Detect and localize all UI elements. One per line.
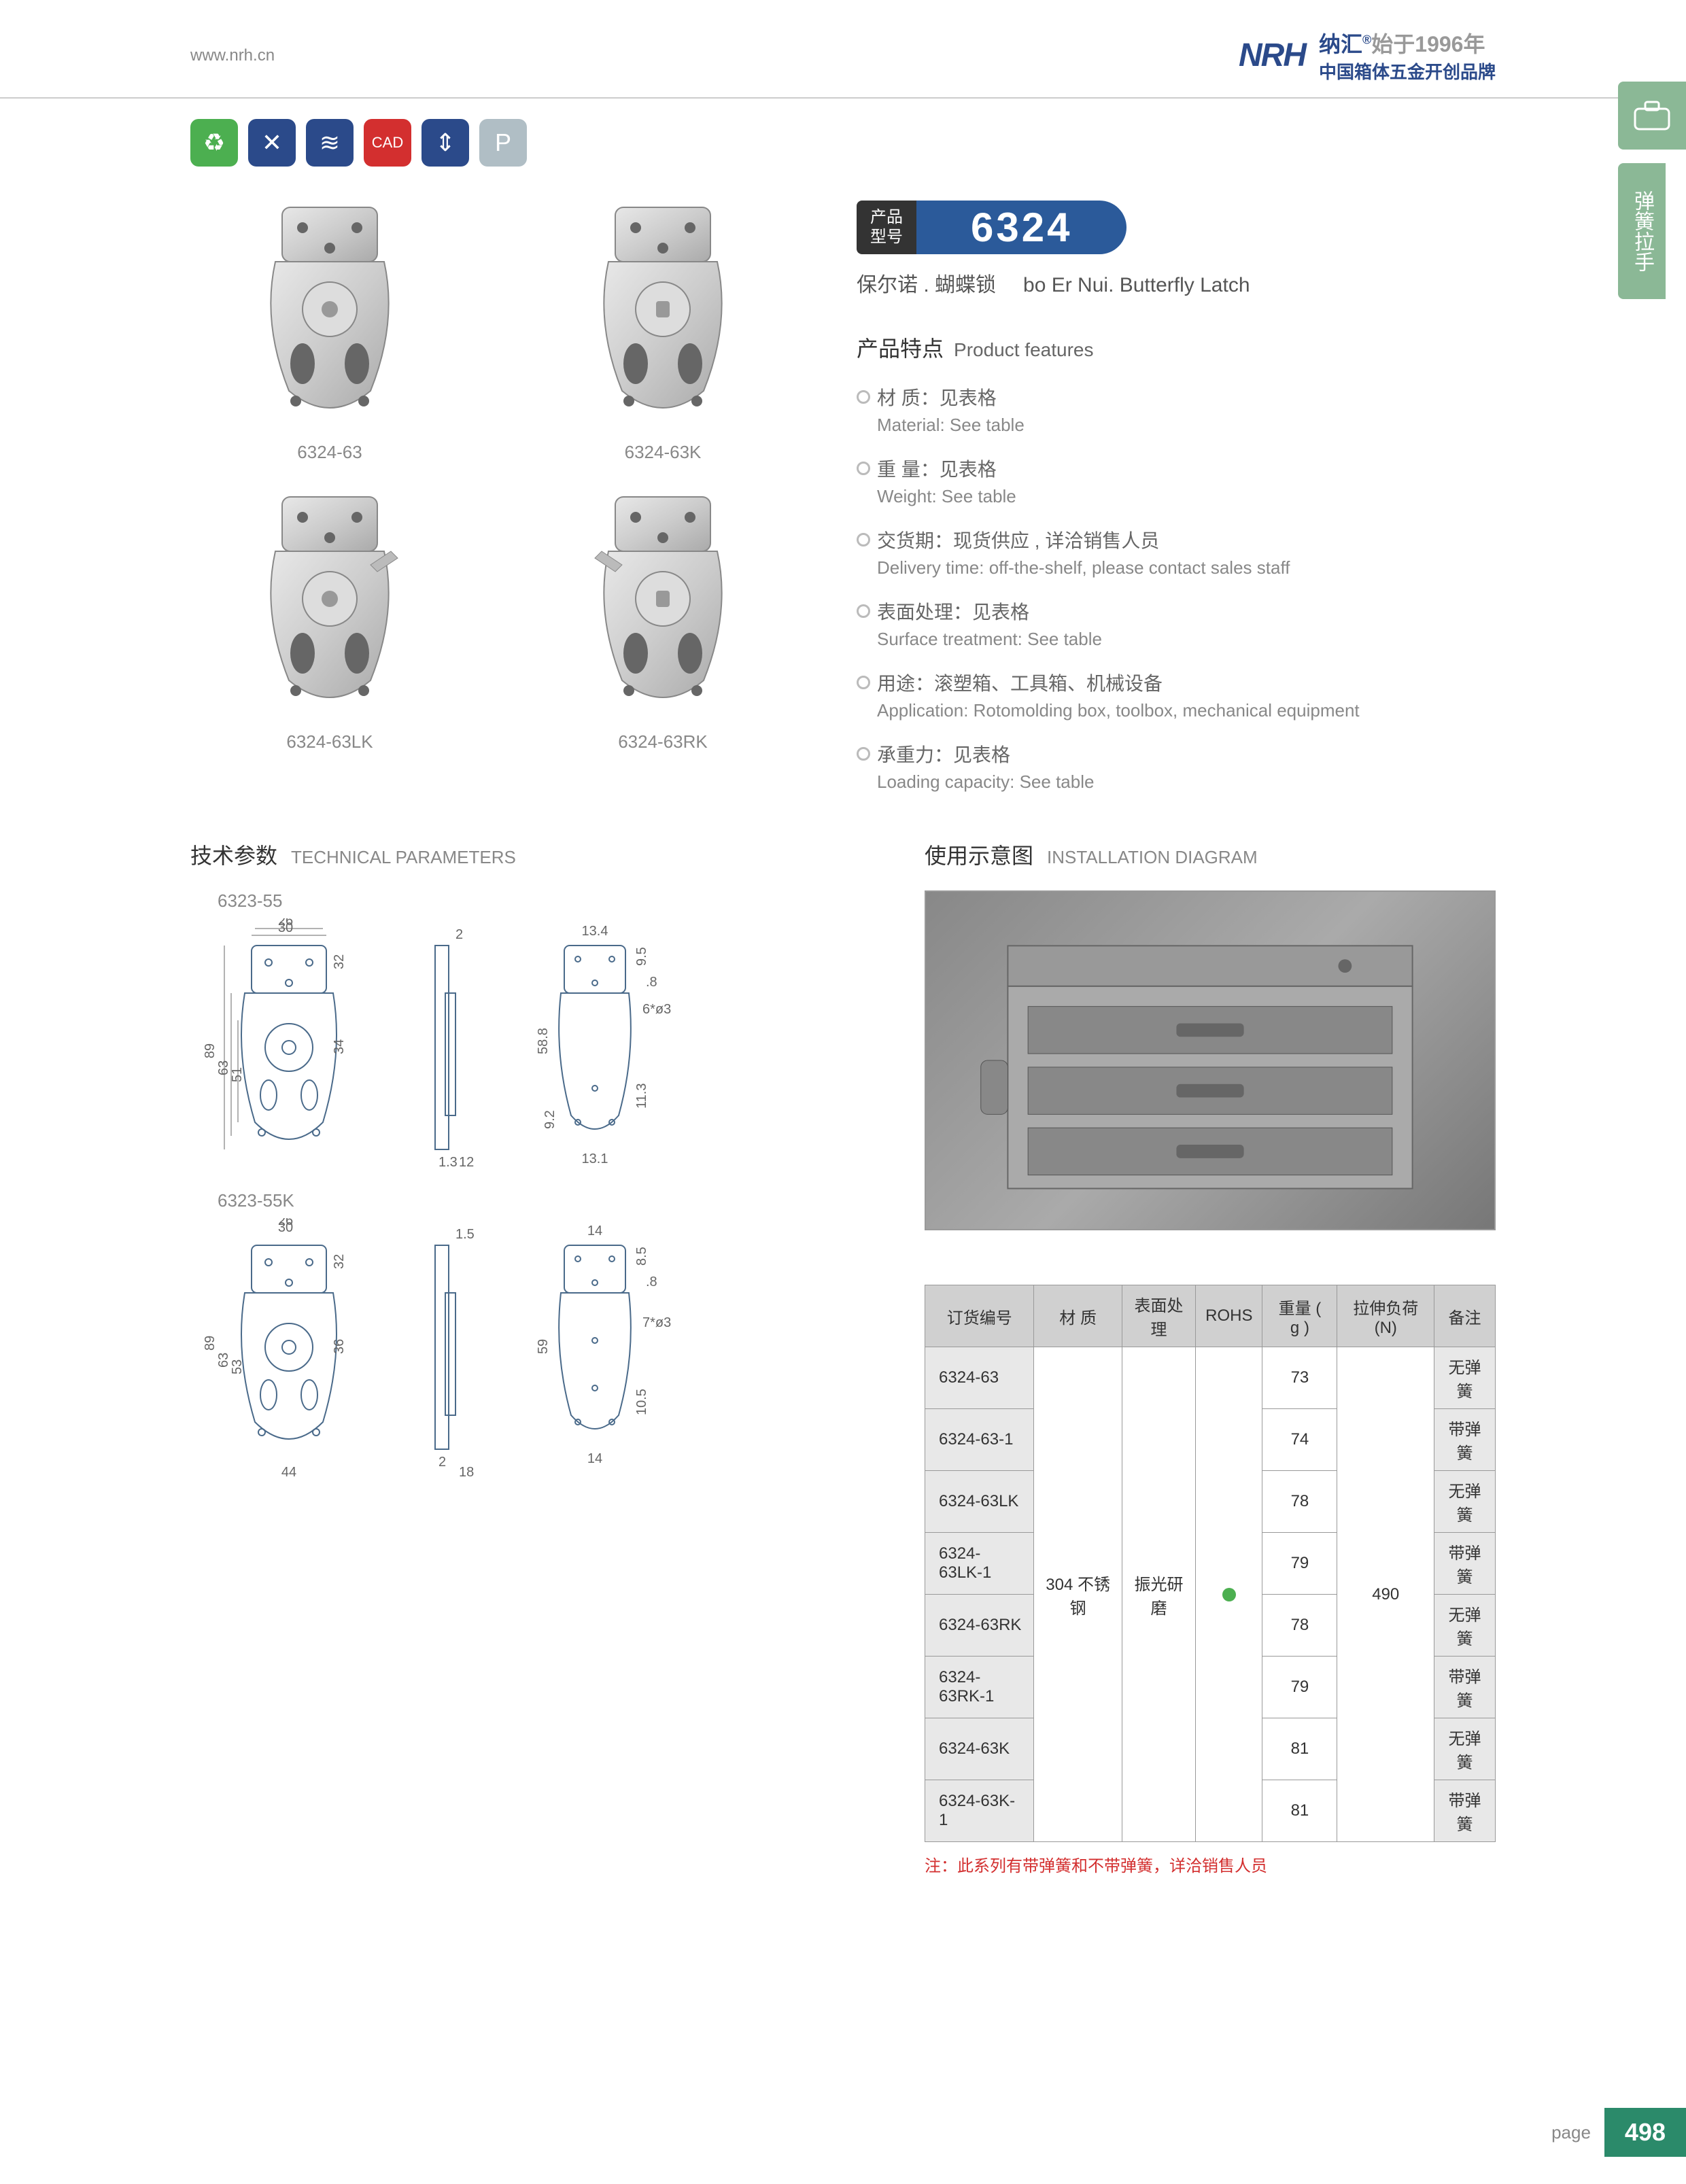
svg-text:26: 26 xyxy=(278,1218,293,1228)
svg-text:26: 26 xyxy=(278,918,293,929)
svg-text:53: 53 xyxy=(230,1359,245,1374)
feature-icon: CAD xyxy=(364,119,411,167)
svg-text:32: 32 xyxy=(332,1254,347,1269)
feature-item: 承重力：见表格Loading capacity: See table xyxy=(857,740,1496,793)
svg-text:2: 2 xyxy=(438,1455,446,1470)
feature-item: 用途：滚塑箱、工具箱、机械设备Application: Rotomolding … xyxy=(857,669,1496,721)
svg-text:.8: .8 xyxy=(646,975,657,990)
product-label: 6324-63K xyxy=(523,442,802,463)
product-item: 6324-63LK xyxy=(190,490,469,752)
tech-drawing: 30 26 89 63 51 32 34 xyxy=(190,918,381,1177)
svg-text:10.5: 10.5 xyxy=(634,1389,649,1415)
svg-text:6*ø3: 6*ø3 xyxy=(642,1002,671,1017)
svg-text:63: 63 xyxy=(216,1353,231,1368)
product-label: 6324-63 xyxy=(190,442,469,463)
product-label: 6324-63RK xyxy=(523,731,802,752)
features-title: 产品特点Product features xyxy=(857,332,1496,363)
feature-icon: ✕ xyxy=(248,119,296,167)
tab-label: 弹簧拉手 xyxy=(1618,163,1666,299)
svg-text:9.2: 9.2 xyxy=(543,1110,557,1129)
svg-text:51: 51 xyxy=(230,1067,245,1082)
tech-drawing-set: 30 26 89 63 51 32 34 2 1.3 12 13.4 xyxy=(190,918,870,1177)
svg-text:2: 2 xyxy=(455,927,463,942)
svg-text:7*ø3: 7*ø3 xyxy=(642,1315,671,1330)
model-header: 产品型号 6324 xyxy=(857,201,1496,254)
table-note: 注：此系列有带弹簧和不带弹簧，详洽销售人员 xyxy=(925,1852,1496,1876)
page-label: page xyxy=(1551,2122,1591,2143)
spec-table: 订货编号材 质表面处理ROHS重量 ( g )拉伸负荷 (N)备注6324-63… xyxy=(925,1285,1496,1876)
feature-item: 交货期：现货供应 , 详洽销售人员Delivery time: off-the-… xyxy=(857,526,1496,578)
product-name: 保尔诺 . 蝴蝶锁bo Er Nui. Butterfly Latch xyxy=(857,268,1496,298)
svg-text:13.1: 13.1 xyxy=(582,1151,608,1166)
model-number: 6324 xyxy=(916,201,1126,254)
product-item: 6324-63 xyxy=(190,201,469,463)
tech-drawing-back: 13.4 9.5 .8 6*ø3 58.8 11.3 9.2 13.1 xyxy=(517,918,680,1177)
svg-text:.8: .8 xyxy=(646,1275,657,1289)
svg-text:89: 89 xyxy=(203,1043,218,1058)
svg-text:32: 32 xyxy=(332,954,347,969)
product-label: 6324-63LK xyxy=(190,731,469,752)
tech-params-title: 技术参数TECHNICAL PARAMETERS xyxy=(190,839,870,870)
brand-tagline: 中国箱体五金开创品牌 xyxy=(1319,58,1496,84)
feature-item: 材 质：见表格Material: See table xyxy=(857,383,1496,436)
svg-text:18: 18 xyxy=(459,1465,474,1480)
tech-drawing-side: 2 1.3 12 xyxy=(408,918,489,1177)
svg-text:14: 14 xyxy=(587,1224,602,1238)
svg-text:59: 59 xyxy=(536,1339,551,1354)
svg-text:63: 63 xyxy=(216,1060,231,1075)
svg-text:89: 89 xyxy=(203,1336,218,1351)
diagram-label: 6323-55K xyxy=(218,1190,870,1211)
website-url: www.nrh.cn xyxy=(190,46,275,65)
svg-text:36: 36 xyxy=(332,1339,347,1354)
product-item: 6324-63K xyxy=(523,201,802,463)
model-label: 产品型号 xyxy=(857,201,916,254)
icon-row: ♻ ✕ ≋ CAD ⇕ P xyxy=(0,99,1686,187)
svg-text:58.8: 58.8 xyxy=(536,1028,551,1054)
tech-drawing-side: 1.5 2 18 xyxy=(408,1218,489,1490)
feature-list: 材 质：见表格Material: See table 重 量：见表格Weight:… xyxy=(857,383,1496,793)
page-footer: page 498 xyxy=(1551,2108,1686,2157)
svg-text:14: 14 xyxy=(587,1451,602,1466)
svg-text:44: 44 xyxy=(281,1465,296,1480)
svg-text:12: 12 xyxy=(459,1155,474,1170)
svg-text:11.3: 11.3 xyxy=(634,1084,649,1109)
installation-diagram xyxy=(925,890,1496,1230)
svg-text:9.5: 9.5 xyxy=(634,947,649,966)
svg-text:1.5: 1.5 xyxy=(455,1227,475,1242)
page-number: 498 xyxy=(1604,2108,1686,2157)
feature-item: 重 量：见表格Weight: See table xyxy=(857,455,1496,507)
feature-icon: P xyxy=(479,119,527,167)
product-grid: 6324-63 6324-63K 6324-63LK 6324-63RK xyxy=(190,201,802,752)
svg-text:1.3: 1.3 xyxy=(438,1155,458,1170)
product-item: 6324-63RK xyxy=(523,490,802,752)
feature-item: 表面处理：见表格Surface treatment: See table xyxy=(857,597,1496,650)
feature-icon: ♻ xyxy=(190,119,238,167)
side-tabs: 弹簧拉手 xyxy=(1618,82,1686,299)
svg-text:34: 34 xyxy=(332,1039,347,1054)
feature-icon: ≋ xyxy=(306,119,354,167)
install-title: 使用示意图INSTALLATION DIAGRAM xyxy=(925,839,1496,870)
tab-icon xyxy=(1618,82,1686,150)
logo: NRH xyxy=(1239,37,1305,74)
diagram-label: 6323-55 xyxy=(218,890,870,912)
svg-text:8.5: 8.5 xyxy=(634,1247,649,1266)
tech-drawing-back: 14 8.5 .8 7*ø3 59 10.5 14 xyxy=(517,1218,680,1490)
tech-drawing: 30 26 89 63 53 32 36 44 xyxy=(190,1218,381,1490)
svg-text:13.4: 13.4 xyxy=(582,924,608,939)
feature-icon: ⇕ xyxy=(422,119,469,167)
brand-line1: 纳汇®始于1996年 xyxy=(1319,27,1496,58)
tech-drawing-set: 30 26 89 63 53 32 36 44 1.5 2 18 14 xyxy=(190,1218,870,1490)
brand-block: NRH 纳汇®始于1996年 中国箱体五金开创品牌 xyxy=(1239,27,1496,84)
page-header: www.nrh.cn NRH 纳汇®始于1996年 中国箱体五金开创品牌 xyxy=(0,0,1686,99)
